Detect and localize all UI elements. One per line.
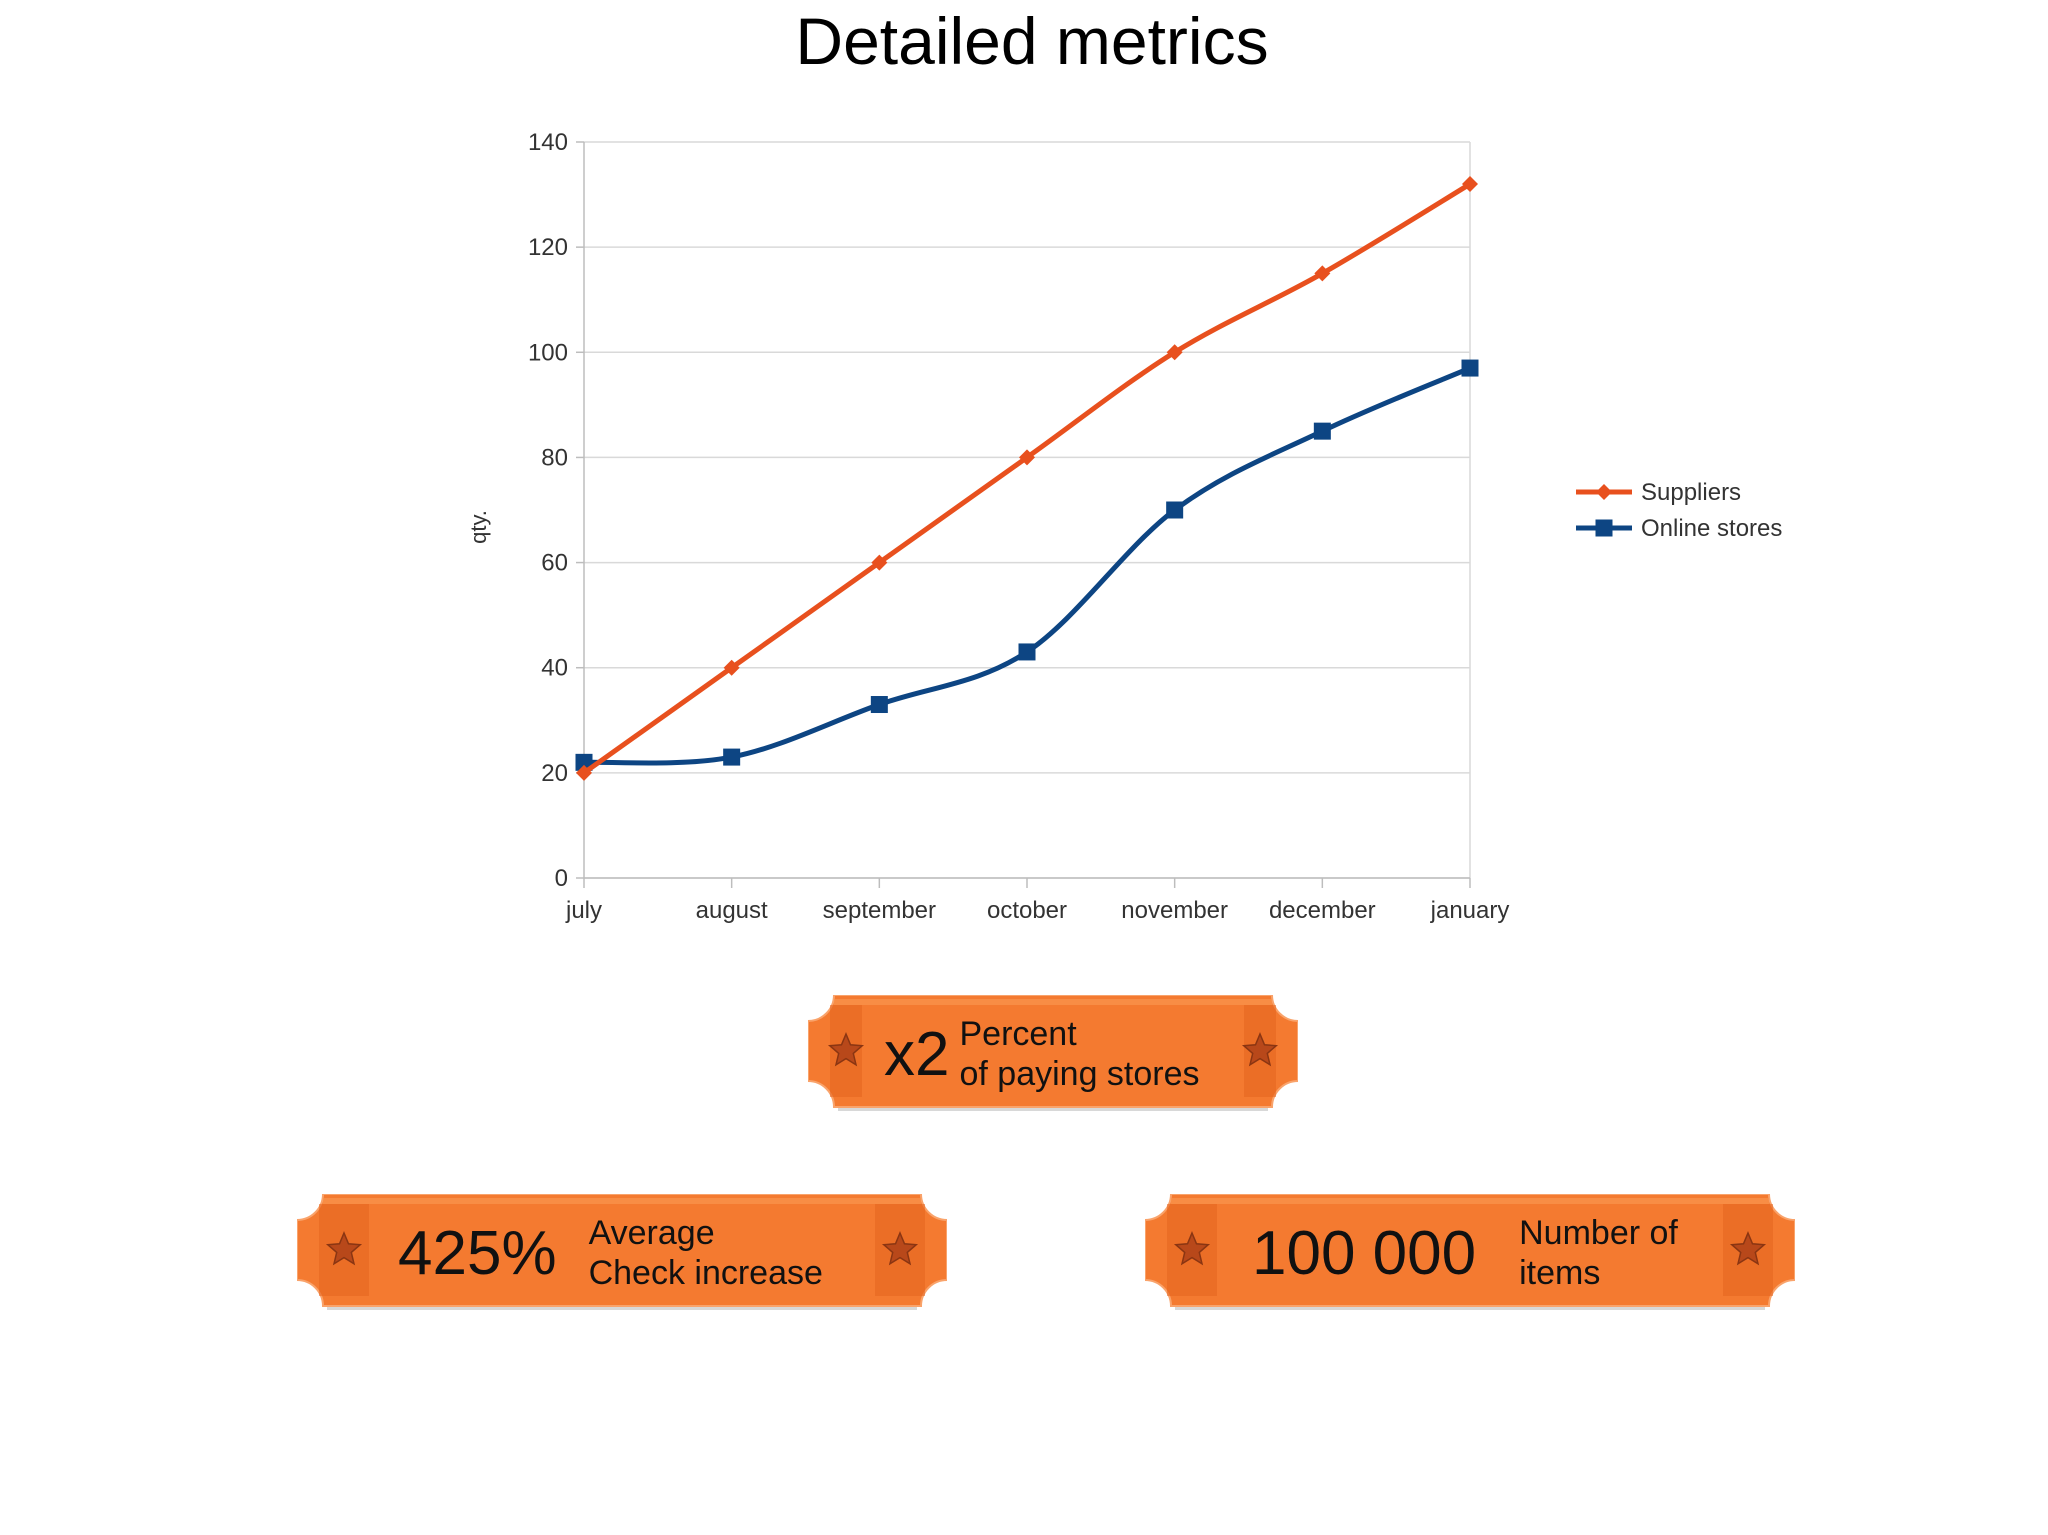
legend-label: Online stores <box>1641 515 1782 542</box>
badge-description-line1: Number of <box>1519 1214 1678 1252</box>
x-tick-label: july <box>565 897 602 924</box>
star-icon <box>1729 1231 1767 1266</box>
badge-highlight <box>834 999 1272 1005</box>
legend-item: Suppliers <box>1576 479 1741 506</box>
metric-badge-number-of-items: 100 000 Number of items <box>1145 1194 1795 1312</box>
legend-swatch-marker <box>1596 484 1612 500</box>
badge-description-line2: Check increase <box>588 1254 823 1292</box>
y-tick-label: 140 <box>528 129 568 156</box>
line-chart: 0 20 40 60 80 100 120 140 july august september oc… <box>466 129 1782 924</box>
badge-description-line1: Percent <box>959 1015 1077 1053</box>
chart-grid <box>584 141 1471 879</box>
badge-description-line2: of paying stores <box>959 1055 1200 1093</box>
star-icon <box>1173 1231 1211 1266</box>
x-tick-labels: july august september october november decemb… <box>565 897 1509 924</box>
y-tick-label: 80 <box>541 444 568 471</box>
badge-description-line2: items <box>1519 1254 1601 1292</box>
data-point <box>1166 344 1183 361</box>
star-icon <box>881 1231 919 1266</box>
badge-body <box>1145 1194 1795 1307</box>
data-point <box>1166 501 1184 519</box>
badge-description: Number of items <box>1519 1213 1678 1293</box>
legend-item: Online stores <box>1576 515 1782 542</box>
data-point <box>1018 643 1036 661</box>
page-title: Detailed metrics <box>795 4 1269 78</box>
x-tick-label: december <box>1269 897 1376 924</box>
data-point <box>871 554 888 571</box>
badge-body <box>297 1194 947 1307</box>
y-tick-labels: 0 20 40 60 80 100 120 140 <box>528 129 568 892</box>
x-tick-label: january <box>1430 897 1510 924</box>
series-suppliers <box>576 176 1478 781</box>
x-tick-label: november <box>1121 897 1228 924</box>
y-tick-label: 120 <box>528 234 568 261</box>
x-tick-label: september <box>823 897 936 924</box>
badge-plate <box>297 1194 947 1310</box>
badge-value: 425% <box>398 1218 557 1288</box>
metric-badge-check-increase: 425% Average Check increase <box>297 1194 947 1312</box>
badge-value: 100 000 <box>1252 1218 1477 1288</box>
badge-highlight <box>323 1198 921 1204</box>
legend-label: Suppliers <box>1641 479 1741 506</box>
y-tick-label: 100 <box>528 339 568 366</box>
data-point <box>1462 176 1478 193</box>
legend-swatch-marker <box>1595 519 1613 537</box>
series-online-stores <box>575 359 1479 771</box>
y-tick-label: 20 <box>541 760 568 787</box>
chart-legend: Suppliers Online stores <box>1576 479 1782 542</box>
y-tick-label: 0 <box>555 865 568 892</box>
data-point <box>1313 422 1331 440</box>
x-tick-label: october <box>987 897 1067 924</box>
badge-value: x2 <box>884 1019 950 1089</box>
badge-plate <box>808 995 1298 1111</box>
data-point <box>575 753 593 771</box>
badge-highlight <box>1171 1198 1769 1204</box>
data-point <box>723 659 740 676</box>
data-point <box>1314 265 1331 282</box>
data-point <box>723 748 741 766</box>
chart-axes <box>576 141 1471 888</box>
badge-description-line1: Average <box>588 1214 715 1252</box>
star-icon <box>827 1032 865 1067</box>
y-tick-label: 40 <box>541 655 568 682</box>
y-tick-label: 60 <box>541 550 568 577</box>
data-point <box>870 696 888 714</box>
star-icon <box>1241 1032 1279 1067</box>
series-line <box>581 181 1473 776</box>
data-point <box>1461 359 1479 377</box>
series-line <box>581 365 1473 766</box>
badge-description: Percent of paying stores <box>959 1014 1199 1094</box>
badge-plate <box>1145 1194 1795 1310</box>
star-icon <box>325 1231 363 1266</box>
chart-series <box>575 176 1479 781</box>
x-tick-label: august <box>696 897 768 924</box>
badge-body <box>808 995 1298 1108</box>
data-point <box>576 764 592 781</box>
metric-badge-paying-stores: x2 Percent of paying stores <box>808 995 1298 1113</box>
y-axis-label: qty. <box>466 510 491 544</box>
badge-description: Average Check increase <box>589 1213 823 1293</box>
data-point <box>1019 449 1035 466</box>
